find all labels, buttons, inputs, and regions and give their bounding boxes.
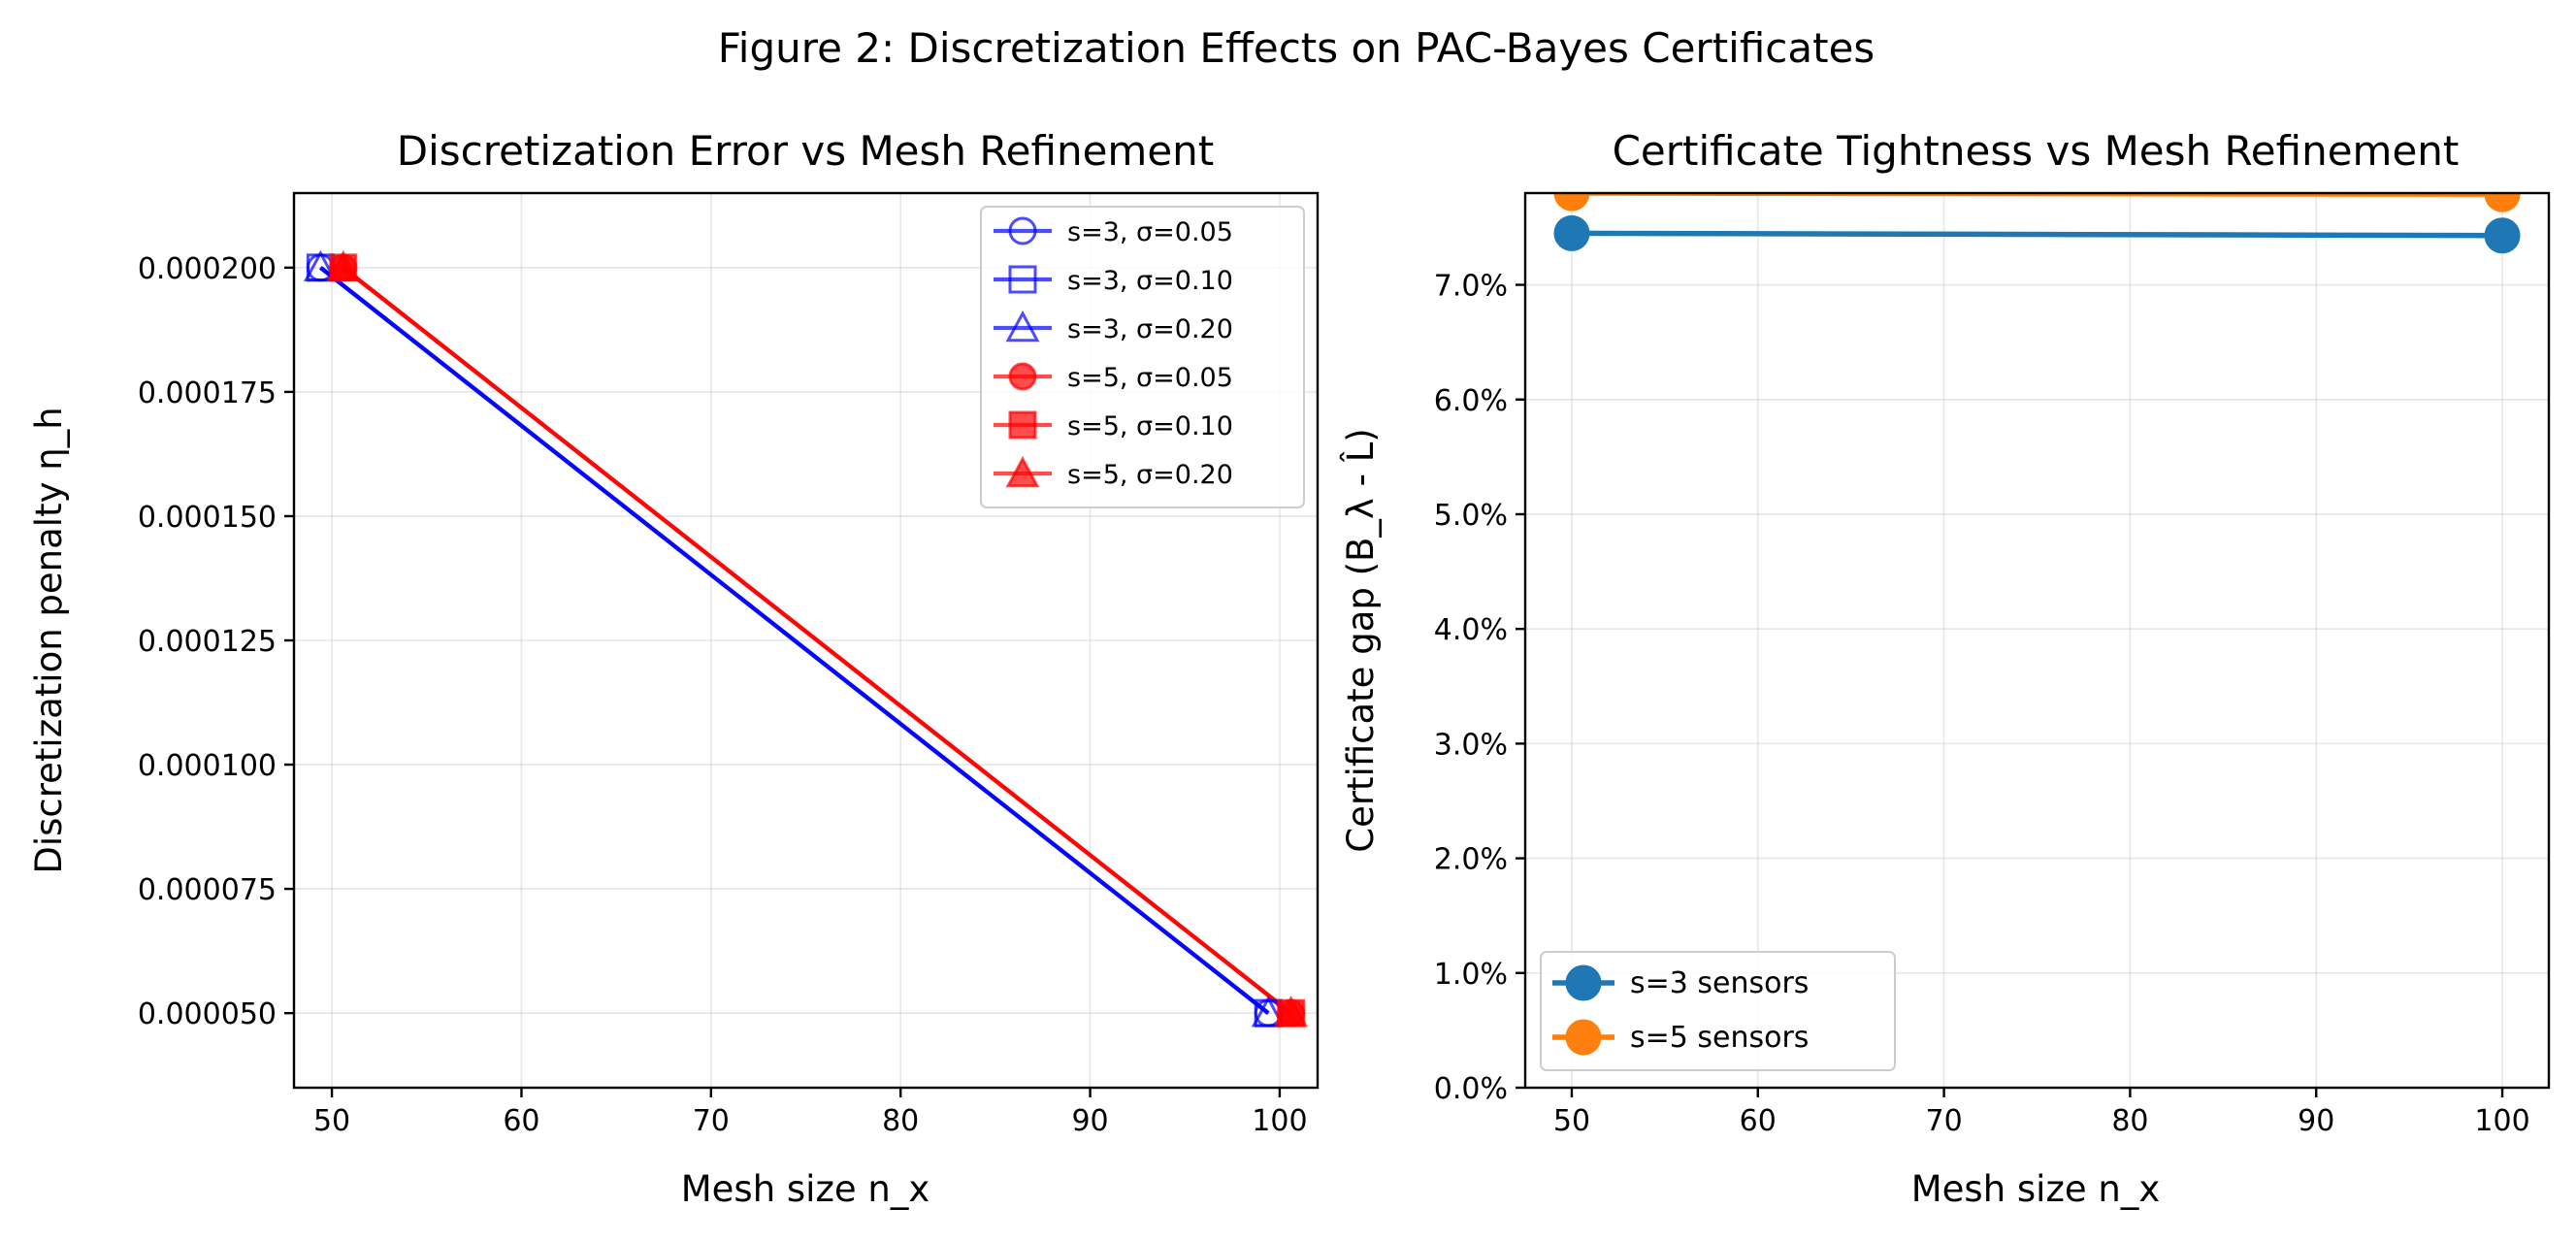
series-line-s-3-sensors [1571, 230, 2503, 239]
legend-marker-s-3-0-05 [1008, 216, 1037, 245]
data-point-s-5-0-20 [1274, 996, 1309, 1028]
legend-marker-s-5-sensors [1565, 1019, 1602, 1056]
data-series [303, 249, 1309, 1028]
y-tick-label: 0.000050 [138, 997, 277, 1031]
y-tick-label: 6.0% [1434, 384, 1508, 418]
chart-certificate-tightness: 50 60 70 80 90 100 0.0% 1.0% 2.0% 3.0% 4.0% 5.0% 6.0… [1339, 127, 2551, 1210]
legend-marker-s-3-0-10 [1008, 265, 1037, 294]
y-tick-label: 0.000075 [138, 873, 277, 907]
data-point-s-5-sensors [1553, 193, 1590, 212]
y-axis-label: Discretization penalty η_h [28, 407, 70, 873]
series-line-s-5-0-20 [342, 266, 1292, 1015]
figure-suptitle: Figure 2: Discretization Effects on PAC-… [718, 24, 1875, 72]
data-point-s-3-0-20 [303, 249, 338, 282]
legend: s=3 sensors s=5 sensors [1540, 951, 1896, 1071]
y-tick-label: 2.0% [1434, 843, 1508, 877]
data-point-s-3-0-20 [1251, 996, 1286, 1028]
y-tick-label: 4.0% [1434, 613, 1508, 647]
legend-marker-s-3-sensors [1565, 964, 1602, 1001]
legend-label-s-3-0-10: s=3, σ=0.10 [1067, 266, 1233, 296]
y-tick-label: 0.000200 [138, 252, 277, 286]
legend-box [1540, 951, 1896, 1071]
chart-discretization-error: 50 60 70 80 90 100 0.000050 0.000075 0.000100 0.0… [28, 127, 1320, 1210]
ticks: 50 60 70 80 90 100 0.000050 0.000075 0.000100 0.0… [138, 252, 1308, 1138]
legend-label-s-3-sensors: s=3 sensors [1630, 966, 1809, 1000]
plot-frame [1523, 191, 2551, 1090]
ticks: 50 60 70 80 90 100 0.0% 1.0% 2.0% 3.0% 4.0% 5.0% 6.0… [1434, 270, 2530, 1138]
legend-label-s-3-0-20: s=3, σ=0.20 [1067, 314, 1233, 344]
series-line-s-3-0-20 [319, 266, 1270, 1015]
x-tick-label: 50 [1553, 1104, 1590, 1138]
data-point-s-5-0-20 [326, 249, 361, 282]
y-tick-label: 0.000175 [138, 376, 277, 410]
y-tick-label: 1.0% [1434, 958, 1508, 992]
legend-marker-s-3-0-20 [1005, 310, 1040, 343]
data-point-s-3-sensors [1553, 214, 1590, 251]
y-tick-label: 0.0% [1434, 1072, 1508, 1106]
x-tick-label: 90 [1071, 1104, 1108, 1138]
legend-box [980, 206, 1305, 508]
plot-area [303, 249, 1309, 1028]
legend-label-s-5-sensors: s=5 sensors [1630, 1021, 1809, 1055]
legend-marker-s-5-0-10 [1008, 410, 1037, 440]
legend-label-s-5-0-10: s=5, σ=0.10 [1067, 411, 1233, 441]
legend-label-s-3-0-05: s=3, σ=0.05 [1067, 217, 1233, 247]
y-axis-label: Certificate gap (B_λ - L̂) [1339, 428, 1382, 853]
x-tick-label: 50 [313, 1104, 350, 1138]
legend-label-s-5-0-05: s=5, σ=0.05 [1067, 363, 1233, 393]
y-tick-label: 5.0% [1434, 499, 1508, 533]
x-tick-label: 80 [882, 1104, 919, 1138]
y-tick-label: 0.000100 [138, 749, 277, 783]
data-point-s-3-sensors [2484, 217, 2521, 254]
x-tick-label: 90 [2298, 1104, 2334, 1138]
x-tick-label: 80 [2111, 1104, 2148, 1138]
x-tick-label: 60 [503, 1104, 539, 1138]
y-tick-label: 3.0% [1434, 728, 1508, 762]
x-axis-label: Mesh size n_x [1911, 1168, 2161, 1210]
legend-marker-s-5-0-20 [1005, 455, 1040, 488]
legend-label-s-5-0-20: s=5, σ=0.20 [1067, 460, 1233, 490]
y-tick-label: 0.000125 [138, 625, 277, 659]
y-tick-label: 7.0% [1434, 270, 1508, 304]
legend: s=3, σ=0.05 s=3, σ=0.10 s=3, σ=0.20 s=5, σ=… [980, 206, 1305, 508]
chart-title: Discretization Error vs Mesh Refinement [397, 127, 1215, 175]
x-tick-label: 100 [1252, 1104, 1307, 1138]
x-tick-label: 100 [2474, 1104, 2529, 1138]
legend-marker-s-5-0-05 [1008, 362, 1037, 391]
x-axis-label: Mesh size n_x [681, 1168, 930, 1210]
chart-title: Certificate Tightness vs Mesh Refinement [1613, 127, 2460, 175]
x-tick-label: 70 [1925, 1104, 1962, 1138]
y-tick-label: 0.000150 [138, 501, 277, 535]
x-tick-label: 70 [693, 1104, 730, 1138]
x-tick-label: 60 [1740, 1104, 1777, 1138]
